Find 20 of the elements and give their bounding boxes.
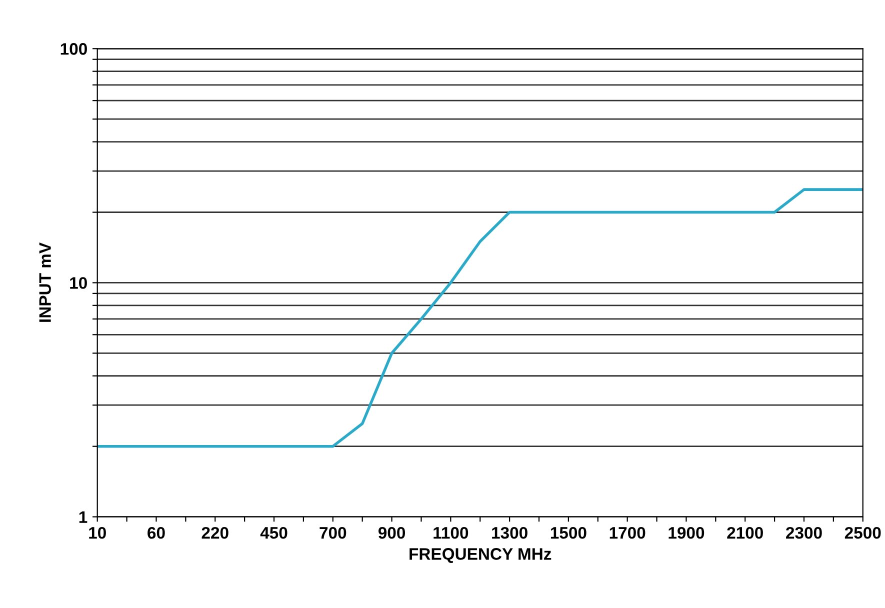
x-tick-label: 1100: [434, 526, 468, 539]
x-tick-label: 2100: [727, 526, 763, 539]
x-tick-label: 2500: [844, 526, 881, 539]
x-tick-label: 2300: [786, 526, 822, 539]
y-axis-title: INPUT mV: [39, 242, 51, 322]
x-tick-label: 60: [148, 526, 165, 539]
y-tick-label: 100: [60, 43, 87, 55]
x-tick-label: 1700: [610, 526, 646, 539]
x-tick-label: 10: [89, 526, 106, 539]
x-tick-label: 1300: [492, 526, 528, 539]
x-tick-label: 900: [378, 526, 406, 539]
x-tick-label: 1500: [550, 526, 586, 539]
x-tick-label: 450: [260, 526, 288, 539]
line-series: [97, 188, 863, 448]
x-tick-label: 700: [320, 526, 346, 539]
x-tick-label: 1900: [668, 526, 704, 539]
y-tick-label: 1: [79, 511, 88, 523]
x-axis-title: FREQUENCY MHz: [410, 548, 552, 563]
y-tick-label: 10: [70, 277, 87, 289]
x-tick-label: 220: [202, 526, 228, 539]
